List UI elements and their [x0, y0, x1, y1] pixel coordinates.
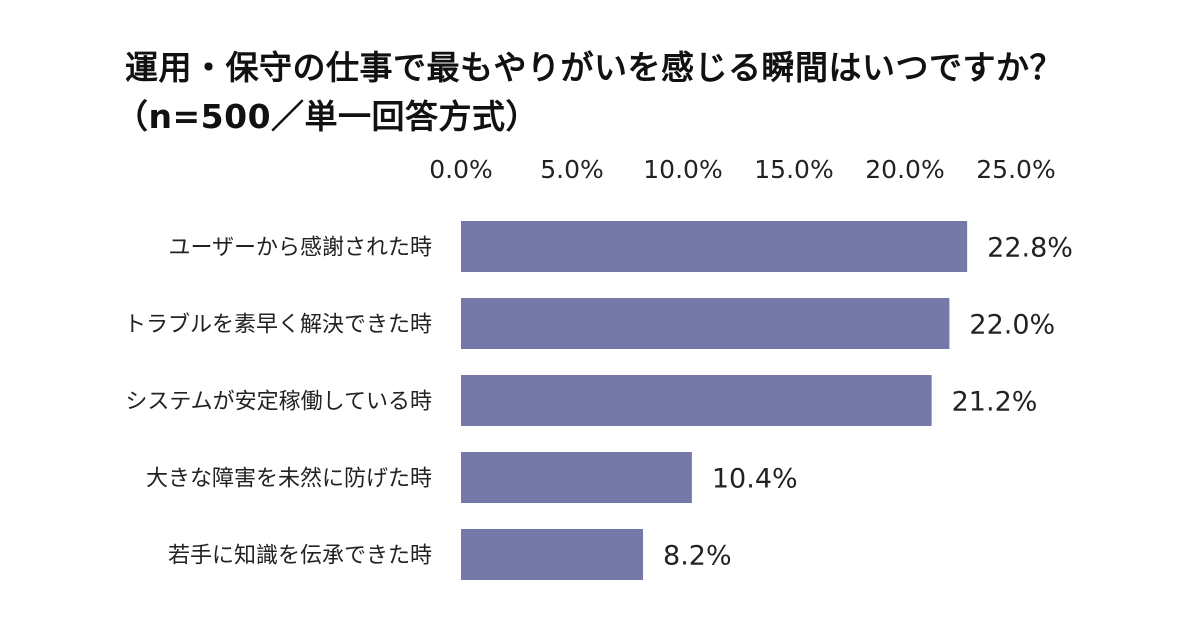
data-label: 22.0% — [969, 310, 1055, 341]
bar — [461, 221, 968, 272]
x-tick-label: 10.0% — [643, 155, 722, 184]
chart-subtitle: （n=500／単一回答方式） — [115, 97, 540, 136]
data-label: 10.4% — [712, 464, 798, 495]
bar — [461, 298, 950, 349]
x-tick-label: 20.0% — [865, 155, 944, 184]
data-label: 21.2% — [952, 387, 1038, 418]
x-tick-label: 25.0% — [976, 155, 1055, 184]
bars — [461, 221, 968, 580]
data-label: 22.8% — [987, 233, 1073, 264]
category-label: システムが安定稼働している時 — [125, 390, 432, 415]
x-tick-label: 5.0% — [540, 155, 604, 184]
category-label: ユーザーから感謝された時 — [168, 236, 432, 261]
bar — [461, 452, 692, 503]
category-label: 若手に知識を伝承できた時 — [168, 544, 432, 569]
chart-title: 運用・保守の仕事で最もやりがいを感じる瞬間はいつですか？ — [125, 48, 1063, 87]
bar — [461, 375, 932, 426]
data-labels: 22.8% 22.0% 21.2% 10.4% 8.2% — [663, 233, 1073, 572]
category-labels: ユーザーから感謝された時トラブルを素早く解決できた時システムが安定稼働している時… — [124, 236, 432, 569]
category-label: トラブルを素早く解決できた時 — [124, 313, 432, 338]
x-tick-label: 15.0% — [754, 155, 833, 184]
x-axis-ticks: 0.0% 5.0% 10.0% 15.0% 20.0% 25.0% — [429, 155, 1055, 184]
bar — [461, 529, 644, 580]
x-tick-label: 0.0% — [429, 155, 493, 184]
category-label: 大きな障害を未然に防げた時 — [146, 467, 432, 492]
data-label: 8.2% — [663, 541, 732, 572]
